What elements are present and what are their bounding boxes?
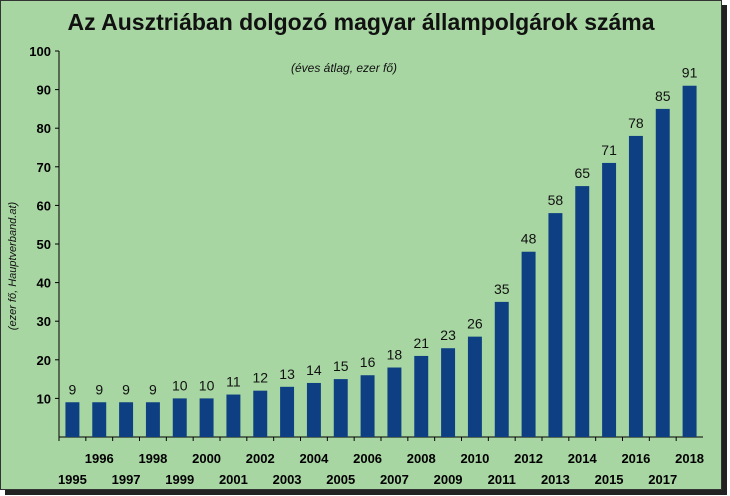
x-tick-label: 1999 bbox=[165, 472, 194, 487]
bar-value-label: 18 bbox=[387, 347, 403, 363]
bar bbox=[360, 375, 375, 437]
bar bbox=[548, 213, 563, 437]
y-tick-label: 10 bbox=[37, 391, 51, 406]
bar-value-label: 14 bbox=[306, 362, 322, 378]
bar bbox=[226, 394, 241, 437]
x-tick-label: 2005 bbox=[326, 472, 355, 487]
x-tick-label: 1995 bbox=[58, 472, 87, 487]
bar-value-label: 13 bbox=[279, 366, 295, 382]
bar-value-label: 78 bbox=[628, 115, 644, 131]
bar bbox=[145, 402, 160, 437]
bar-value-label: 58 bbox=[548, 192, 564, 208]
bar-value-label: 9 bbox=[149, 381, 157, 397]
bar-chart-plot: 10 20 30 40 50 60 70 80 90 100 9 1995 9 1996 9 1997 9 199… bbox=[29, 44, 704, 487]
bar bbox=[199, 398, 214, 437]
x-tick-label: 2006 bbox=[353, 451, 382, 466]
chart-title: Az Ausztriában dolgozó magyar állampolgá… bbox=[67, 9, 655, 35]
bar-value-label: 9 bbox=[122, 381, 130, 397]
bar-value-label: 10 bbox=[199, 377, 215, 393]
bar-value-label: 48 bbox=[521, 231, 537, 247]
x-tick-label: 2003 bbox=[273, 472, 302, 487]
y-tick-label: 30 bbox=[37, 314, 51, 329]
bar bbox=[306, 382, 321, 437]
bar-value-label: 71 bbox=[601, 142, 617, 158]
bar bbox=[92, 402, 107, 437]
bar-value-label: 10 bbox=[172, 377, 188, 393]
bar bbox=[65, 402, 80, 437]
bar bbox=[682, 85, 697, 438]
bar bbox=[655, 108, 670, 438]
x-tick-label: 2000 bbox=[192, 451, 221, 466]
bar bbox=[628, 135, 643, 438]
x-tick-label: 2016 bbox=[621, 451, 650, 466]
bar bbox=[494, 301, 509, 437]
bar bbox=[253, 390, 268, 437]
y-tick-label: 90 bbox=[37, 83, 51, 98]
bar bbox=[467, 336, 482, 437]
x-tick-label: 2008 bbox=[407, 451, 436, 466]
y-tick-label: 40 bbox=[37, 276, 51, 291]
bar bbox=[521, 251, 536, 437]
bar-value-label: 91 bbox=[682, 65, 698, 81]
x-tick-label: 2018 bbox=[675, 451, 704, 466]
x-tick-label: 2009 bbox=[434, 472, 463, 487]
bar bbox=[172, 398, 187, 437]
x-tick-label: 2010 bbox=[460, 451, 489, 466]
y-tick-label: 20 bbox=[37, 353, 51, 368]
x-tick-label: 2017 bbox=[648, 472, 677, 487]
bar bbox=[602, 162, 617, 437]
bar-value-label: 11 bbox=[226, 374, 241, 390]
bar-value-label: 16 bbox=[360, 354, 376, 370]
x-tick-label: 2011 bbox=[488, 472, 516, 487]
x-tick-label: 2002 bbox=[246, 451, 275, 466]
x-tick-label: 2004 bbox=[299, 451, 329, 466]
bar bbox=[333, 379, 348, 437]
bar bbox=[414, 355, 429, 437]
chart-subtitle: (éves átlag, ezer fő) bbox=[291, 61, 398, 75]
bar-value-label: 9 bbox=[69, 381, 77, 397]
y-tick-label: 100 bbox=[29, 44, 51, 59]
bar bbox=[441, 348, 456, 437]
y-tick-label: 60 bbox=[37, 198, 51, 213]
x-tick-label: 1996 bbox=[85, 451, 114, 466]
bar-value-label: 35 bbox=[494, 281, 510, 297]
bar-value-label: 9 bbox=[95, 381, 103, 397]
bar bbox=[575, 186, 590, 437]
bar bbox=[387, 367, 402, 437]
x-tick-label: 2014 bbox=[568, 451, 598, 466]
bar-value-label: 12 bbox=[252, 370, 268, 386]
x-tick-label: 2015 bbox=[595, 472, 624, 487]
y-tick-label: 70 bbox=[37, 160, 51, 175]
bar bbox=[119, 402, 134, 437]
x-tick-label: 1997 bbox=[112, 472, 141, 487]
bar-value-label: 15 bbox=[333, 358, 349, 374]
bar-value-label: 21 bbox=[413, 335, 429, 351]
x-tick-label: 1998 bbox=[138, 451, 167, 466]
bar-value-label: 26 bbox=[467, 316, 483, 332]
chart-frame: Az Ausztriában dolgozó magyar állampolgá… bbox=[0, 0, 722, 490]
bar bbox=[280, 386, 295, 437]
x-tick-label: 2013 bbox=[541, 472, 570, 487]
y-tick-label: 80 bbox=[37, 121, 51, 136]
x-tick-label: 2001 bbox=[219, 472, 248, 487]
x-tick-label: 2007 bbox=[380, 472, 409, 487]
x-tick-label: 2012 bbox=[514, 451, 543, 466]
bar-value-label: 65 bbox=[574, 165, 590, 181]
bar-value-label: 23 bbox=[440, 327, 456, 343]
bar-value-label: 85 bbox=[655, 88, 671, 104]
y-tick-label: 50 bbox=[37, 237, 51, 252]
